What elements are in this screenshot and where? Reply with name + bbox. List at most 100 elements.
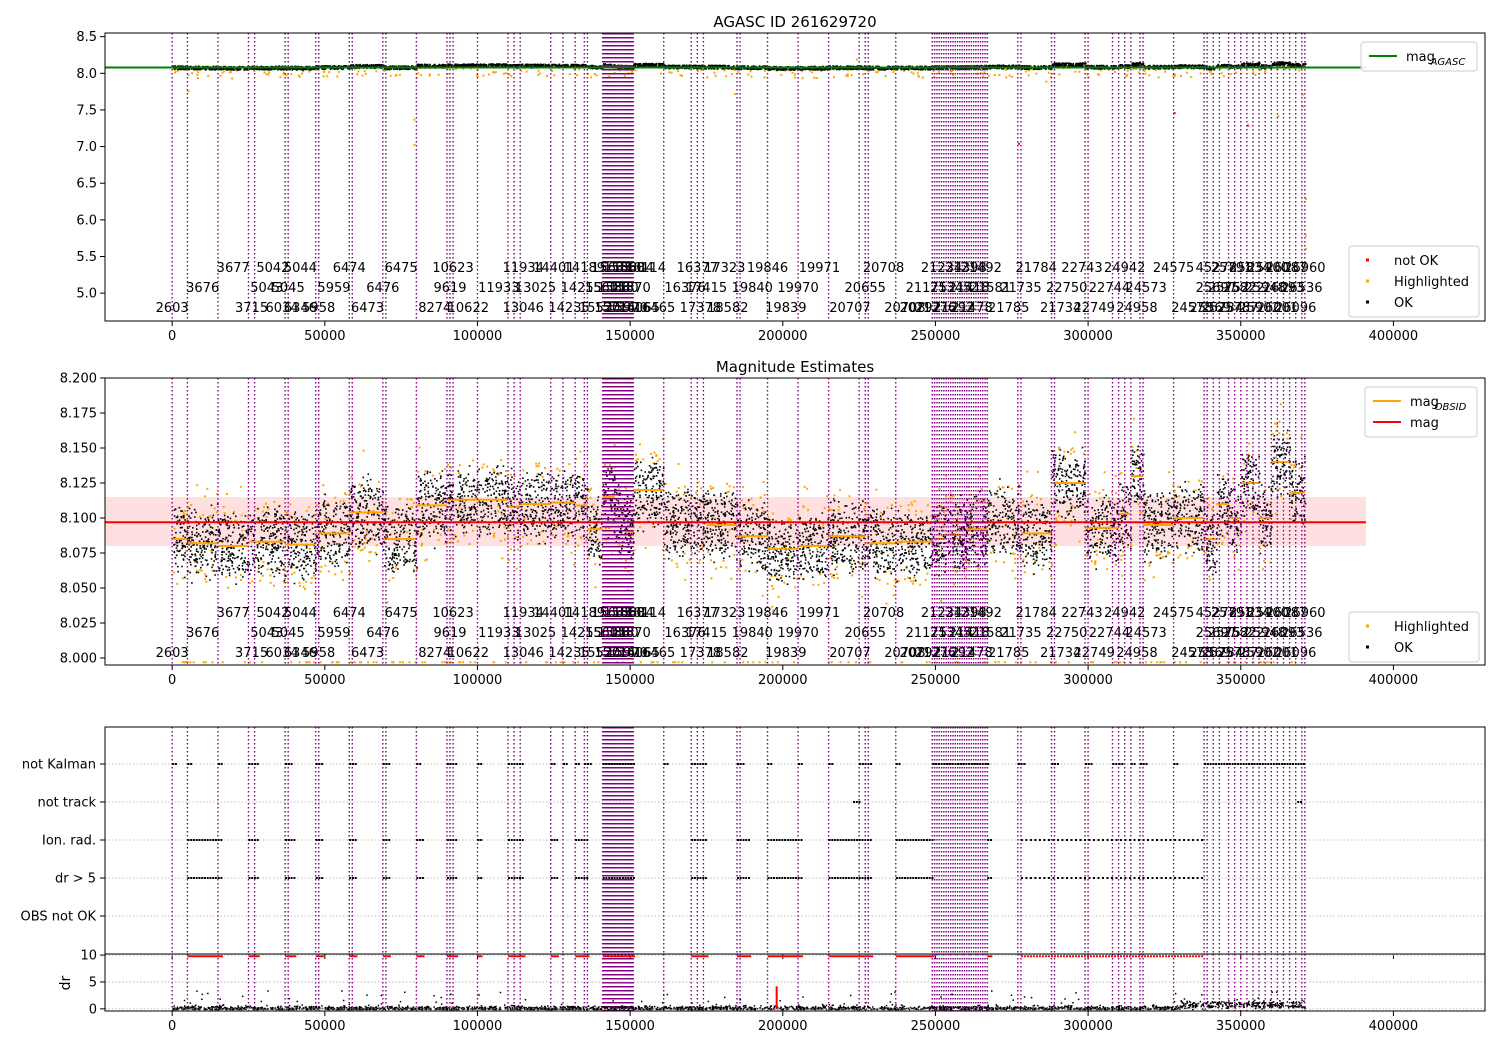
obsid-label: 21734 bbox=[1040, 301, 1081, 316]
obsid-label: 21398 bbox=[945, 261, 986, 276]
y-tick-label: 8.050 bbox=[60, 582, 97, 597]
obsid-label: 21175 bbox=[906, 281, 947, 296]
obsid-label: 21478 bbox=[951, 301, 992, 316]
obsid-label: 13046 bbox=[503, 301, 544, 316]
obsid-label: 20708 bbox=[884, 646, 925, 661]
obsid-label: 15884 bbox=[613, 261, 654, 276]
dr-capped-points bbox=[187, 955, 1204, 958]
y-tick-label: 7.0 bbox=[76, 140, 97, 155]
legend-label: Highlighted bbox=[1394, 620, 1469, 635]
obsid-label: 5958 bbox=[302, 301, 335, 316]
dr-points bbox=[172, 990, 1306, 1011]
x-tick-label: 100000 bbox=[453, 329, 503, 344]
obsid-label: 5045 bbox=[272, 281, 305, 296]
obsid-label: 6475 bbox=[385, 261, 418, 276]
not-ok-points bbox=[1017, 112, 1249, 145]
obsid-label: 17415 bbox=[686, 626, 727, 641]
x-tick-label: 350000 bbox=[1216, 329, 1266, 344]
obsid-label: 25834 bbox=[1229, 261, 1270, 276]
obsid-label: 15880 bbox=[597, 626, 638, 641]
obsid-label: 22750 bbox=[1046, 281, 1087, 296]
y-tick-label: 8.075 bbox=[60, 547, 97, 562]
y-tick-label: 8.025 bbox=[60, 617, 97, 632]
obsid-label: 14189 bbox=[564, 606, 605, 621]
obsid-label: 21785 bbox=[988, 301, 1029, 316]
obsid-label: 14401 bbox=[533, 261, 574, 276]
obsid-label: 22749 bbox=[1074, 301, 1115, 316]
obsid-label: 5959 bbox=[317, 626, 350, 641]
obsid-label: 13025 bbox=[515, 626, 556, 641]
obsid-label: 15520 bbox=[579, 301, 620, 316]
obsid-label: 21735 bbox=[1000, 281, 1041, 296]
obsid-label: 25900 bbox=[1248, 606, 1289, 621]
obsid-label: 15884 bbox=[613, 606, 654, 621]
x-tick-label: 400000 bbox=[1369, 673, 1419, 688]
obsid-label: 14255 bbox=[561, 281, 602, 296]
flag-points bbox=[853, 801, 1302, 803]
x-tick-label: 0 bbox=[168, 1019, 176, 1034]
category-label: dr > 5 bbox=[55, 872, 96, 887]
obsid-label: 11934 bbox=[503, 261, 544, 276]
obsid-label: 3715 bbox=[235, 646, 268, 661]
obsid-label: 26096 bbox=[1275, 301, 1316, 316]
obsid-label: 26096 bbox=[1275, 646, 1316, 661]
legend-label: mag bbox=[1406, 50, 1435, 65]
obsid-label: 15870 bbox=[609, 281, 650, 296]
legend-box bbox=[1364, 386, 1478, 438]
obsid-label: 21276 bbox=[915, 301, 956, 316]
obsid-label: 19839 bbox=[765, 301, 806, 316]
legend-swatch bbox=[1366, 645, 1369, 649]
legend-box bbox=[1348, 611, 1480, 663]
obsid-label: 2603 bbox=[156, 646, 189, 661]
obsid-label: 21734 bbox=[1040, 646, 1081, 661]
legend-status-2: Highlighted OK bbox=[1348, 611, 1480, 663]
obsid-label: 19839 bbox=[765, 646, 806, 661]
obsid-label: 25902 bbox=[1238, 301, 1279, 316]
obsid-label: 16114 bbox=[625, 606, 666, 621]
obsid-label: 25822 bbox=[1223, 281, 1264, 296]
obsid-label: 22750 bbox=[1046, 626, 1087, 641]
x-tick-label: 350000 bbox=[1216, 1019, 1266, 1034]
obsid-label: 21292 bbox=[933, 301, 974, 316]
x-tick-label: 100000 bbox=[453, 1019, 503, 1034]
obsid-label: 26001 bbox=[1257, 646, 1298, 661]
x-tick-label: 300000 bbox=[1063, 673, 1113, 688]
obsid-label: 15970 bbox=[606, 646, 647, 661]
obsid-label: 24578 bbox=[1171, 646, 1212, 661]
obsid-label: 15860 bbox=[603, 261, 644, 276]
obsid-label: 25734 bbox=[1202, 301, 1243, 316]
obsid-label: 9619 bbox=[433, 281, 466, 296]
obsid-label: 17415 bbox=[686, 281, 727, 296]
y-tick-label: 6.5 bbox=[76, 177, 97, 192]
obsid-label: 21478 bbox=[951, 646, 992, 661]
obsid-label: 26001 bbox=[1257, 301, 1298, 316]
y-tick-label: 6.0 bbox=[76, 213, 97, 228]
obsid-label: 26087 bbox=[1266, 261, 1307, 276]
obsid-label: 14255 bbox=[561, 626, 602, 641]
obsid-label: 24942 bbox=[1104, 261, 1145, 276]
obsid-label: 25787 bbox=[1217, 301, 1258, 316]
x-tick-label: 350000 bbox=[1216, 673, 1266, 688]
obsid-label: 5043 bbox=[250, 626, 283, 641]
x-tick-label: 300000 bbox=[1063, 1019, 1113, 1034]
obsid-label: 25752 bbox=[1208, 281, 1249, 296]
obsid-labels: 2603 3676 3677 3715 5043 5042 6034 5045 5044 6346… bbox=[156, 606, 1326, 661]
x-tick-label: 400000 bbox=[1369, 329, 1419, 344]
obsid-label: 15520 bbox=[579, 646, 620, 661]
obsid-label: 15601 bbox=[585, 281, 626, 296]
obsid-label: 5043 bbox=[250, 281, 283, 296]
obsid-label: 5044 bbox=[284, 261, 317, 276]
x-tick-label: 50000 bbox=[304, 329, 345, 344]
x-tick-label: 50000 bbox=[304, 1019, 345, 1034]
x-tick-label: 250000 bbox=[911, 673, 961, 688]
obsid-label: 19971 bbox=[799, 606, 840, 621]
x-tick-label: 0 bbox=[168, 329, 176, 344]
x-tick-label: 200000 bbox=[758, 1019, 808, 1034]
obsid-label: 15870 bbox=[609, 626, 650, 641]
obsid-label: 20708 bbox=[884, 301, 925, 316]
legend-label: not OK bbox=[1394, 254, 1439, 269]
obsid-label: 19970 bbox=[777, 626, 818, 641]
y-tick-label: 0 bbox=[89, 1002, 97, 1017]
obsid-label: 15880 bbox=[597, 281, 638, 296]
